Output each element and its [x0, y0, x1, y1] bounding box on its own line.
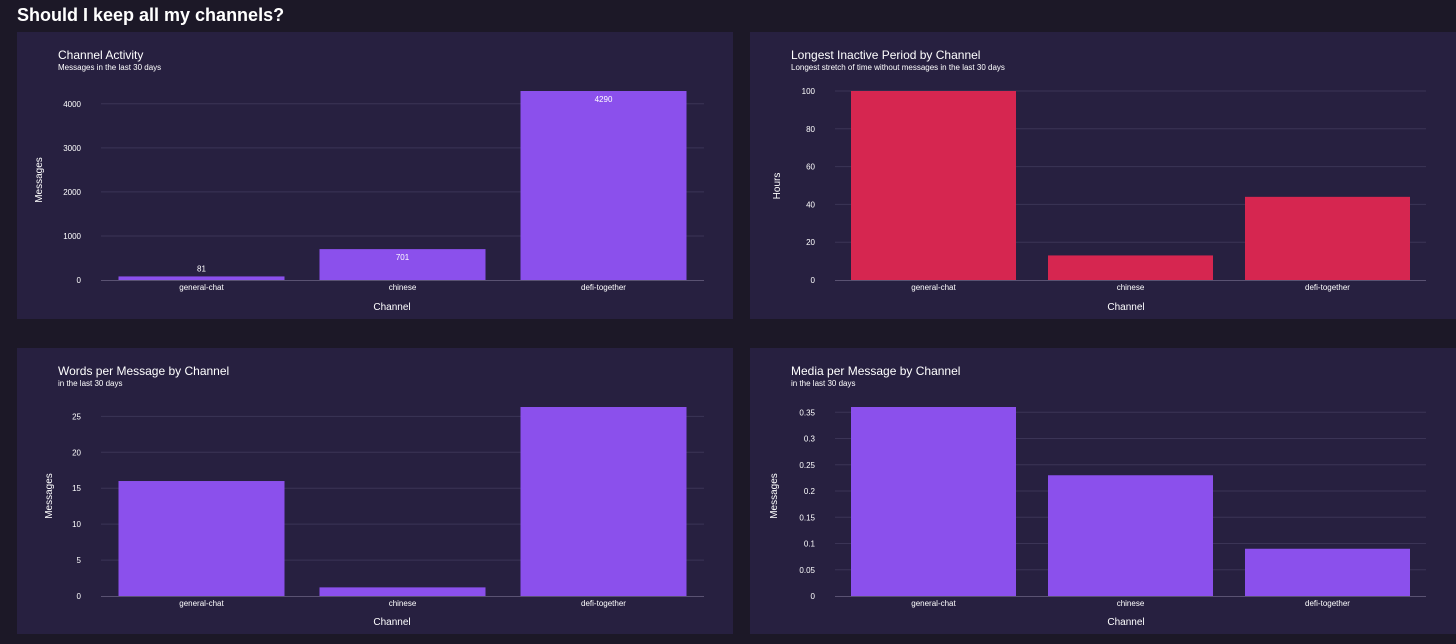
y-tick-label: 0 [811, 276, 816, 285]
y-axis-title: Messages [34, 157, 45, 203]
y-tick-label: 0.3 [804, 435, 816, 444]
y-tick-label: 100 [802, 87, 816, 96]
x-axis-title: Channel [1107, 302, 1144, 313]
data-label: 81 [197, 264, 206, 273]
y-tick-label: 0.35 [799, 408, 815, 417]
plot-area: 0 1000 2000 3000 4000 general-chat 81 chinese 70… [63, 91, 704, 292]
y-axis-title: Messages [44, 473, 55, 519]
y-tick-label: 4000 [63, 100, 81, 109]
y-tick-label: 0.25 [799, 461, 815, 470]
y-tick-label: 0.05 [799, 566, 815, 575]
y-tick-label: 0.2 [804, 487, 816, 496]
page-title: Should I keep all my channels? [17, 5, 285, 25]
chart-title: Channel Activity [58, 48, 143, 62]
x-tick-label: defi-together [1305, 283, 1350, 292]
chart-subtitle: Longest stretch of time without messages… [791, 63, 1005, 72]
y-tick-label: 20 [72, 448, 81, 457]
chart-channel-activity: Channel Activity Messages in the last 30… [34, 48, 704, 313]
y-tick-label: 5 [77, 556, 82, 565]
bar-chinese[interactable] [319, 249, 486, 280]
y-tick-label: 20 [806, 238, 815, 247]
plot-area: 0 20 40 60 80 100 general-chat chinese defi-toge… [802, 87, 1426, 292]
chart-words-per-message: Words per Message by Channel in the last… [44, 364, 704, 628]
y-tick-label: 0 [77, 592, 82, 601]
chart-media-per-message: Media per Message by Channel in the last… [769, 364, 1426, 628]
x-tick-label: chinese [389, 599, 417, 608]
bar-defi-together[interactable] [1245, 196, 1410, 280]
plot-area: 0 0.05 0.1 0.15 0.2 0.25 0.3 0.35 general-chat ch… [799, 407, 1426, 608]
y-tick-label: 15 [72, 484, 81, 493]
chart-title: Media per Message by Channel [791, 364, 960, 378]
bar-general-chat[interactable] [851, 407, 1016, 596]
data-label: 701 [396, 253, 410, 262]
y-tick-label: 0 [811, 592, 816, 601]
y-tick-label: 40 [806, 200, 815, 209]
y-tick-label: 2000 [63, 188, 81, 197]
x-axis-title: Channel [373, 617, 410, 628]
y-tick-label: 80 [806, 125, 815, 134]
y-tick-label: 25 [72, 412, 81, 421]
chart-subtitle: Messages in the last 30 days [58, 63, 161, 72]
x-axis-title: Channel [1107, 617, 1144, 628]
x-tick-label: general-chat [911, 599, 956, 608]
y-tick-label: 0.15 [799, 513, 815, 522]
y-tick-label: 3000 [63, 144, 81, 153]
x-tick-label: general-chat [179, 599, 224, 608]
chart-panel-media-per-message: Media per Message by Channel in the last… [750, 348, 1456, 634]
x-tick-label: defi-together [581, 283, 626, 292]
x-tick-label: defi-together [581, 599, 626, 608]
data-label: 4290 [595, 95, 613, 104]
bar-general-chat[interactable] [118, 481, 285, 596]
y-axis-title: Hours [772, 173, 783, 200]
y-tick-label: 60 [806, 163, 815, 172]
bar-general-chat[interactable] [118, 276, 285, 280]
bar-general-chat[interactable] [851, 91, 1016, 280]
y-tick-label: 0 [77, 276, 82, 285]
chart-subtitle: in the last 30 days [58, 379, 122, 388]
chart-subtitle: in the last 30 days [791, 379, 855, 388]
chart-panel-longest-inactive: Longest Inactive Period by Channel Longe… [750, 32, 1456, 319]
chart-title: Words per Message by Channel [58, 364, 229, 378]
bar-defi-together[interactable] [520, 407, 687, 596]
x-tick-label: general-chat [179, 283, 224, 292]
y-tick-label: 10 [72, 520, 81, 529]
bar-chinese[interactable] [319, 587, 486, 596]
y-axis-title: Messages [769, 473, 780, 519]
bar-chinese[interactable] [1048, 475, 1213, 596]
chart-longest-inactive: Longest Inactive Period by Channel Longe… [772, 48, 1426, 313]
chart-title: Longest Inactive Period by Channel [791, 48, 980, 62]
bar-defi-together[interactable] [1245, 548, 1410, 596]
x-tick-label: general-chat [911, 283, 956, 292]
chart-panel-words-per-message: Words per Message by Channel in the last… [17, 348, 733, 634]
bar-chinese[interactable] [1048, 255, 1213, 280]
bar-defi-together[interactable] [520, 91, 687, 280]
chart-panel-channel-activity: Channel Activity Messages in the last 30… [17, 32, 733, 319]
x-tick-label: chinese [1117, 599, 1145, 608]
y-tick-label: 1000 [63, 232, 81, 241]
x-tick-label: chinese [1117, 283, 1145, 292]
plot-area: 0 5 10 15 20 25 general-chat chinese defi-togeth… [72, 407, 704, 608]
y-tick-label: 0.1 [804, 540, 816, 549]
x-axis-title: Channel [373, 302, 410, 313]
x-tick-label: defi-together [1305, 599, 1350, 608]
x-tick-label: chinese [389, 283, 417, 292]
